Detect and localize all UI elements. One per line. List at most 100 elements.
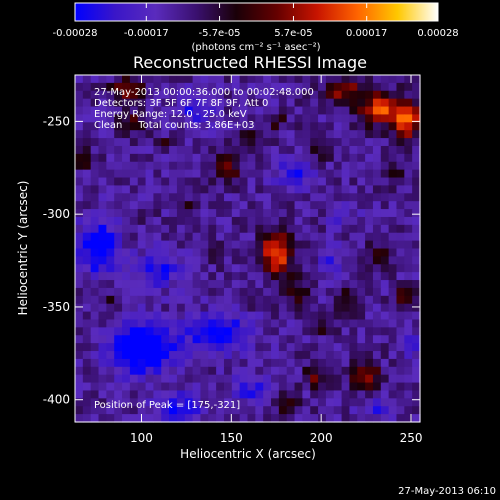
heatmap-cell (380, 374, 390, 384)
heatmap-cell (263, 82, 272, 92)
heatmap-cell (137, 232, 147, 242)
heatmap-cell (263, 138, 272, 147)
heatmap-cell (122, 374, 131, 384)
heatmap-cell (396, 272, 405, 281)
heatmap-cell (169, 153, 178, 163)
heatmap-cell (145, 398, 155, 407)
heatmap-cell (129, 138, 139, 147)
heatmap-cell (278, 82, 288, 92)
heatmap-cell (247, 145, 256, 155)
heatmap-cell (122, 358, 131, 368)
heatmap-cell (192, 145, 202, 155)
heatmap-cell (231, 216, 241, 226)
heatmap-cell (388, 295, 398, 305)
heatmap-cell (114, 161, 123, 171)
heatmap-cell (286, 177, 296, 187)
heatmap-cell (412, 343, 421, 352)
heatmap-cell (286, 398, 296, 407)
heatmap-cell (396, 358, 405, 368)
heatmap-cell (200, 216, 209, 226)
heatmap-cell (412, 98, 421, 108)
heatmap-cell (82, 248, 92, 257)
y-tick-label: -300 (43, 207, 70, 221)
heatmap-cell (302, 264, 311, 273)
heatmap-cell (255, 130, 264, 139)
heatmap-cell (404, 153, 413, 163)
heatmap-cell (412, 295, 421, 305)
heatmap-cell (302, 169, 311, 179)
heatmap-cell (114, 327, 123, 336)
heatmap-cell (82, 319, 92, 328)
heatmap-cell (75, 351, 84, 360)
heatmap-cell (208, 209, 217, 218)
heatmap-cell (129, 98, 139, 108)
heatmap-cell (137, 209, 147, 218)
heatmap-cell (365, 414, 374, 423)
heatmap-cell (153, 145, 162, 155)
heatmap-cell (341, 303, 351, 313)
heatmap-cell (357, 351, 366, 360)
heatmap-cell (294, 406, 303, 415)
heatmap-cell (192, 295, 202, 305)
heatmap-cell (247, 216, 256, 226)
heatmap-cell (184, 343, 194, 352)
heatmap-cell (137, 382, 147, 392)
heatmap-cell (176, 106, 186, 116)
heatmap-cell (239, 287, 249, 297)
heatmap-cell (122, 272, 131, 281)
heatmap-cell (231, 232, 241, 242)
heatmap-cell (122, 311, 131, 321)
heatmap-cell (98, 343, 107, 352)
heatmap-cell (349, 414, 358, 423)
heatmap-cell (75, 177, 84, 187)
heatmap-cell (137, 287, 147, 297)
heatmap-cell (365, 114, 374, 123)
y-axis-label: Heliocentric Y (arcsec) (16, 181, 30, 316)
heatmap-cell (98, 248, 107, 257)
heatmap-cell (380, 106, 390, 116)
heatmap-cell (271, 90, 280, 100)
heatmap-cell (208, 335, 217, 344)
heatmap-cell (122, 327, 131, 336)
heatmap-cell (223, 90, 233, 100)
heatmap-cell (302, 185, 311, 194)
heatmap-cell (372, 130, 382, 139)
heatmap-cell (255, 366, 264, 376)
heatmap-cell (255, 122, 264, 131)
heatmap-cell (137, 358, 147, 368)
heatmap-cell (223, 177, 233, 187)
heatmap-cell (388, 343, 398, 352)
heatmap-cell (122, 82, 131, 92)
heatmap-cell (82, 185, 92, 194)
heatmap-cell (357, 366, 366, 376)
heatmap-cell (302, 224, 311, 234)
heatmap-cell (365, 216, 374, 226)
heatmap-cell (271, 138, 280, 147)
heatmap-cell (75, 90, 84, 100)
heatmap-cell (176, 256, 186, 265)
heatmap-cell (278, 319, 288, 328)
heatmap-cell (286, 145, 296, 155)
heatmap-cell (365, 240, 374, 250)
heatmap-cell (286, 114, 296, 123)
heatmap-cell (184, 382, 194, 392)
heatmap-cell (380, 114, 390, 123)
heatmap-cell (184, 193, 194, 202)
heatmap-cell (200, 122, 209, 131)
heatmap-cell (176, 287, 186, 297)
heatmap-cell (145, 82, 155, 92)
heatmap-cell (341, 161, 351, 171)
heatmap-cell (192, 177, 202, 187)
heatmap-cell (169, 145, 178, 155)
heatmap-cell (129, 82, 139, 92)
heatmap-cell (318, 130, 327, 139)
heatmap-cell (184, 153, 194, 163)
heatmap-cell (231, 382, 241, 392)
heatmap-cell (129, 311, 139, 321)
heatmap-cell (310, 343, 319, 352)
heatmap-cell (286, 248, 296, 257)
heatmap-cell (75, 224, 84, 234)
heatmap-cell (169, 98, 178, 108)
heatmap-cell (239, 177, 249, 187)
heatmap-cell (114, 335, 123, 344)
